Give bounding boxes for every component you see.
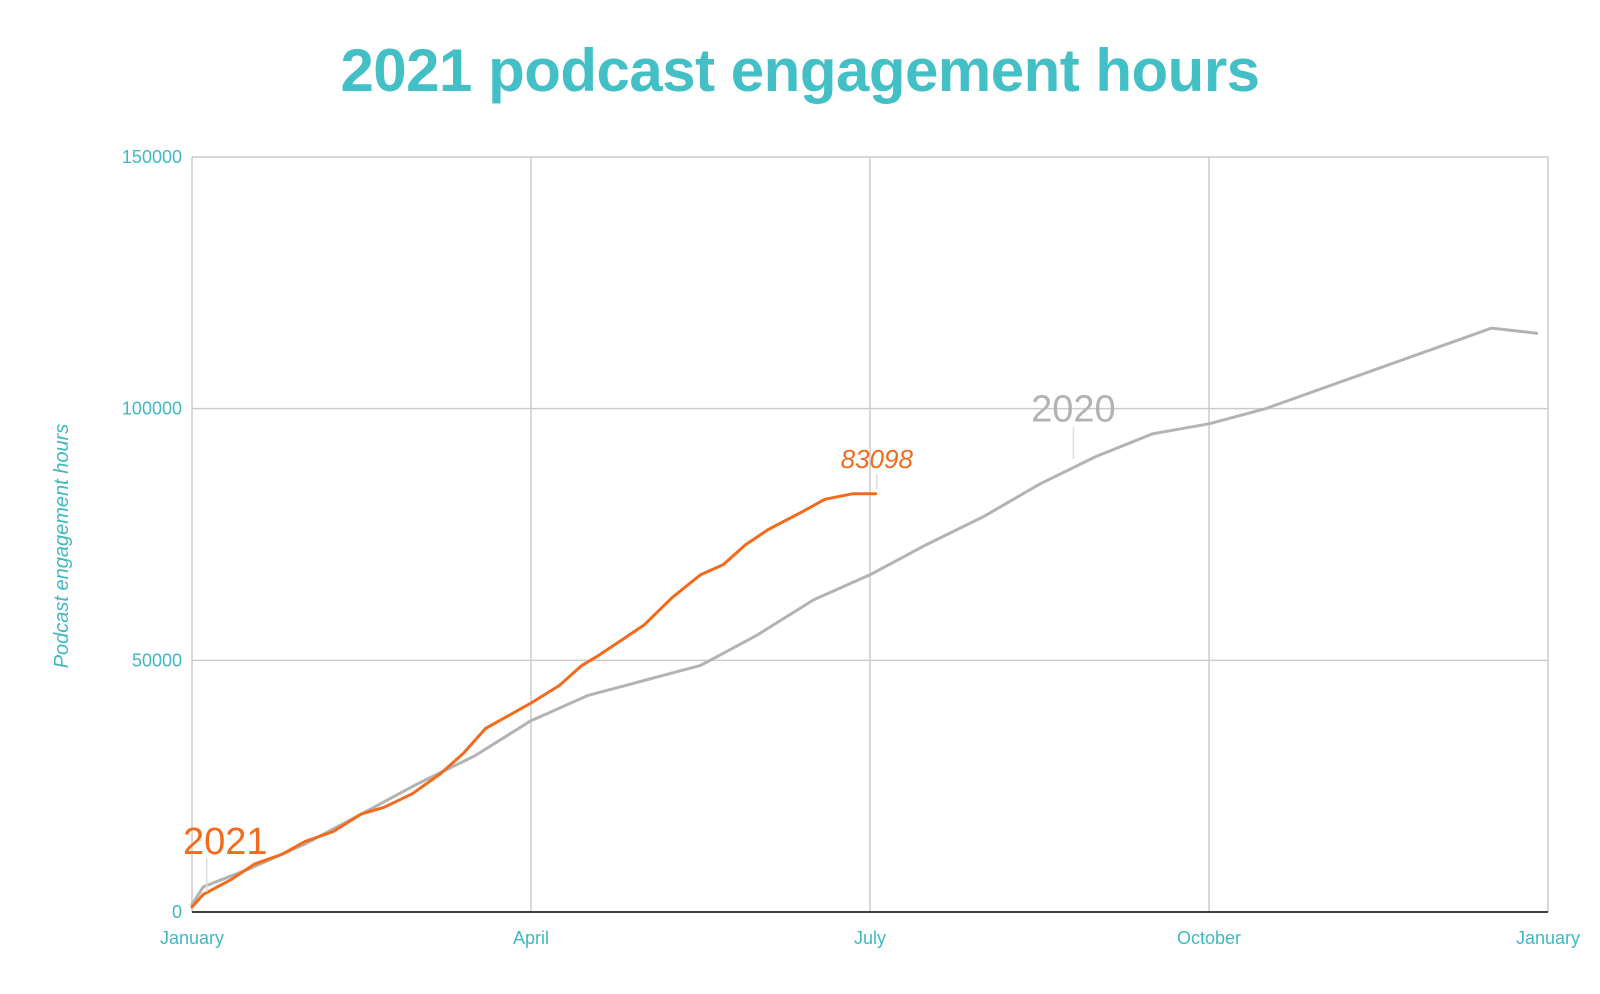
grid: [191, 156, 1549, 912]
chart-title: 2021 podcast engagement hours: [340, 37, 1260, 104]
x-tick-label: April: [513, 928, 549, 948]
x-tick-label: October: [1177, 928, 1241, 948]
x-tick-label: July: [854, 928, 886, 948]
labels: 0 50000 100000 150000 January April July Octobe…: [122, 147, 1580, 948]
y-tick-label: 150000: [122, 147, 182, 167]
end-value-label: 83098: [841, 444, 914, 474]
series-line-2020: [190, 326, 1539, 906]
series-line-2021: [190, 492, 878, 909]
y-tick-label: 50000: [132, 650, 182, 670]
y-axis-title: Podcast engagement hours: [51, 424, 73, 669]
series-lines: [190, 326, 1539, 909]
series-label-2021: 2021: [183, 821, 268, 863]
y-tick-label: 0: [172, 902, 182, 922]
series-label-2020: 2020: [1031, 388, 1116, 430]
x-tick-label: January: [160, 928, 224, 948]
x-tick-label: January: [1516, 928, 1580, 948]
y-tick-label: 100000: [122, 399, 182, 419]
